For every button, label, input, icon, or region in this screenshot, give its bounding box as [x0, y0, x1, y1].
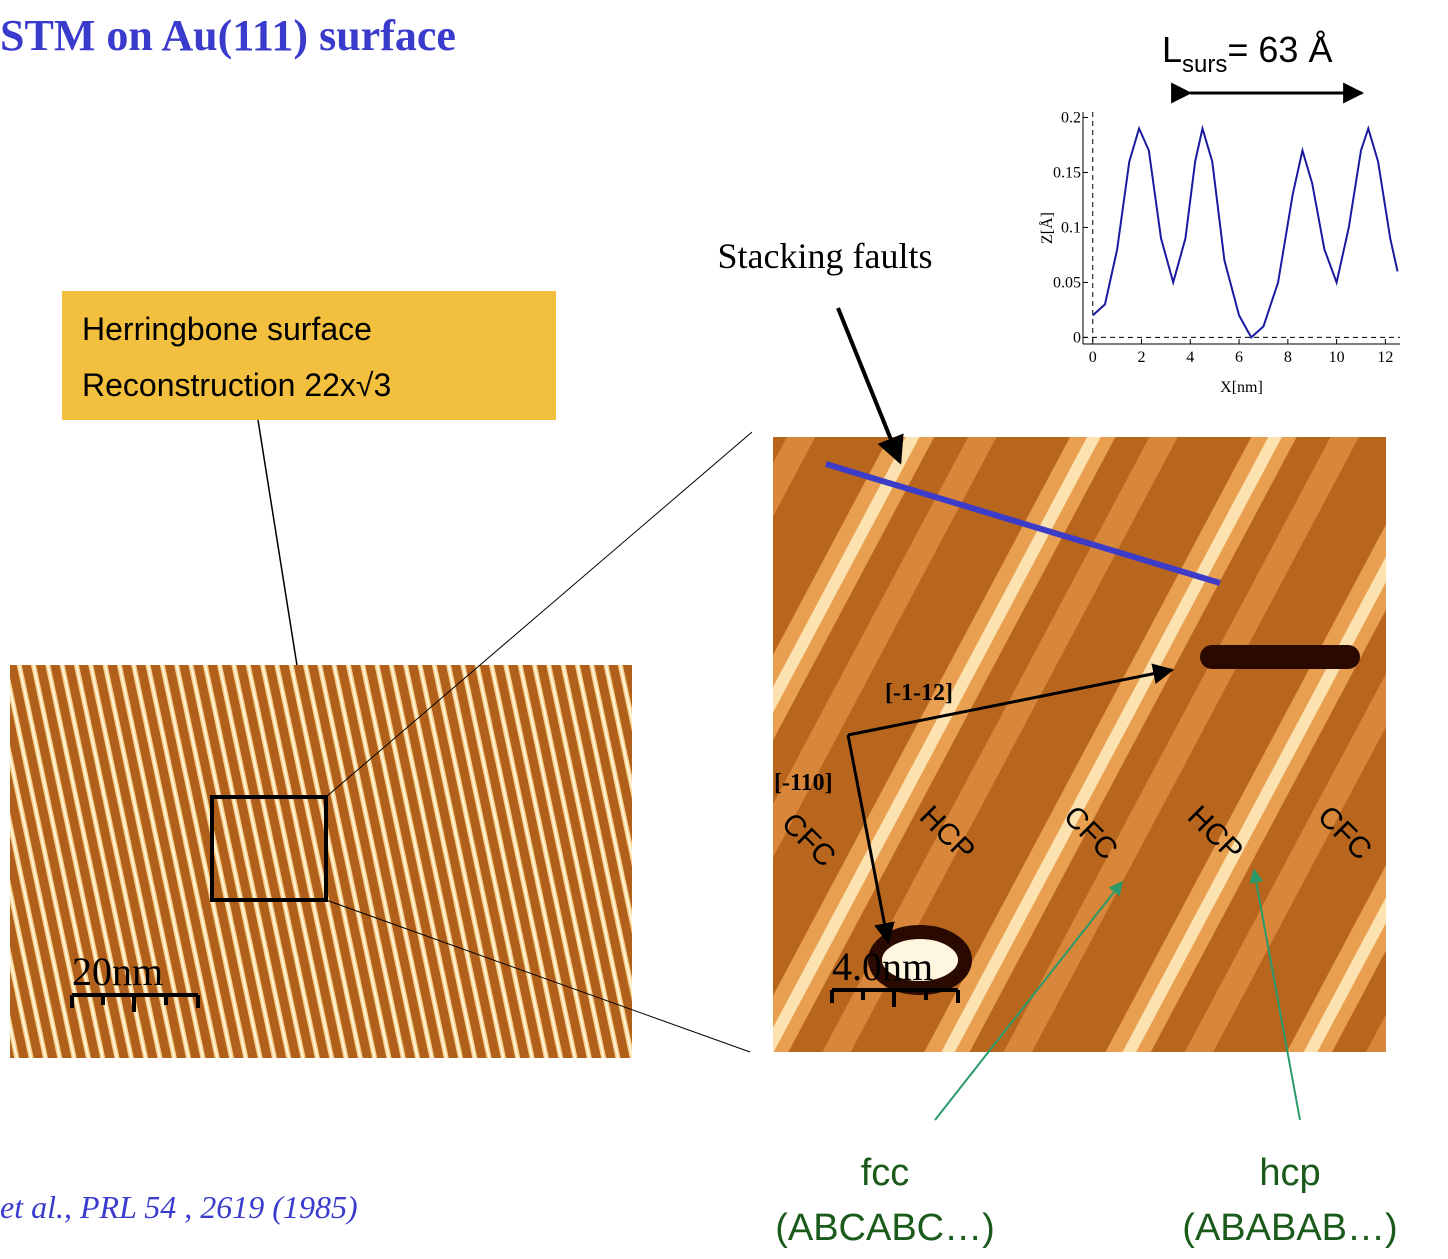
y-axis-label: Z[Å]: [1038, 212, 1056, 244]
callout-line: Reconstruction 22x√3: [82, 367, 391, 403]
y-tick-label: 0.15: [1053, 164, 1081, 181]
callout-line: Herringbone surface: [82, 311, 372, 347]
x-tick-label: 6: [1235, 349, 1243, 366]
y-tick-label: 0.05: [1053, 274, 1081, 291]
dark-defect: [1200, 645, 1360, 669]
period-rest: = 63 Å: [1227, 29, 1332, 70]
stacking-name: hcp: [1259, 1152, 1320, 1194]
profile-line: [1093, 128, 1398, 337]
stacking-name: fcc: [861, 1152, 910, 1194]
period-sub: surs: [1182, 51, 1227, 78]
citation: et al., PRL 54 , 2619 (1985): [0, 1189, 358, 1225]
y-tick-label: 0.2: [1061, 109, 1081, 126]
stacking-sequence: (ABABAB…): [1182, 1207, 1397, 1249]
x-tick-label: 12: [1377, 349, 1393, 366]
x-axis-label: X[nm]: [1220, 379, 1263, 396]
x-tick-label: 10: [1329, 349, 1345, 366]
scale-label: 20nm: [72, 949, 163, 994]
slide: STM on Au(111) surface et al., PRL 54 , …: [0, 0, 1448, 1259]
x-tick-label: 2: [1138, 349, 1146, 366]
profile-chart: 0 0.05 0.1 0.15 0.2 0 2 4 6 8 10 12 X[nm] Z[Å]: [1038, 109, 1400, 396]
scale-label: 4.0nm: [832, 944, 933, 989]
x-tick-label: 0: [1089, 349, 1097, 366]
period-label: Lsurs= 63 Å: [1162, 29, 1332, 78]
x-tick-label: 8: [1284, 349, 1292, 366]
stacking-label: Stacking faults: [718, 236, 933, 276]
period-main: L: [1162, 29, 1182, 70]
y-tick-label: 0: [1073, 329, 1081, 346]
x-tick-label: 4: [1186, 349, 1194, 366]
title: STM on Au(111) surface: [0, 11, 456, 60]
direction-label: [-1-12]: [885, 680, 953, 706]
stacking-sequence: (ABCABC…): [775, 1207, 995, 1249]
direction-label: [-110]: [774, 770, 833, 796]
y-tick-label: 0.1: [1061, 219, 1081, 236]
